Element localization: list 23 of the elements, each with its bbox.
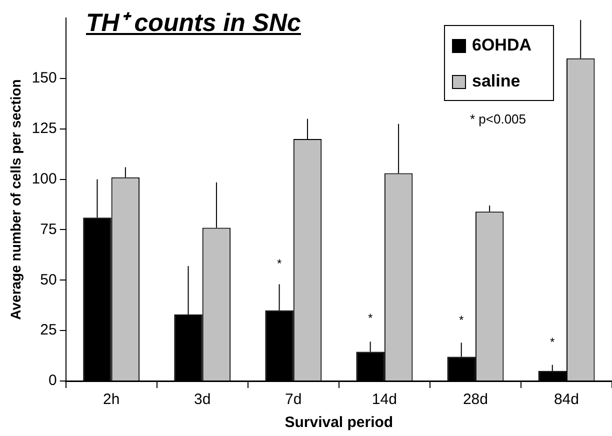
x-tick-label: 28d bbox=[462, 391, 488, 408]
y-tick-label: 125 bbox=[32, 120, 57, 138]
legend-label: 6OHDA bbox=[472, 36, 532, 55]
annotation: * bbox=[276, 256, 282, 270]
x-tick-label: 2h bbox=[103, 391, 120, 408]
y-tick-label: 50 bbox=[40, 271, 57, 288]
chart-title: TH⁺ counts in SNc bbox=[86, 8, 301, 38]
annotation: * bbox=[368, 310, 373, 325]
x-axis-title: Survival period bbox=[284, 414, 394, 432]
y-axis-title: Average number of cells per section bbox=[7, 79, 24, 320]
annotation: * bbox=[550, 334, 556, 349]
x-tick-label: 7d bbox=[285, 391, 302, 408]
y-tick-label: 75 bbox=[40, 220, 57, 238]
x-tick-label: 14d bbox=[372, 391, 397, 408]
legend-label: saline bbox=[472, 72, 520, 91]
x-tick-label: 3d bbox=[194, 391, 211, 408]
y-tick-label: 100 bbox=[32, 170, 57, 188]
x-tick-label: 84d bbox=[554, 391, 579, 408]
annotation: * p<0.005 bbox=[470, 112, 526, 127]
annotation: * bbox=[459, 312, 464, 327]
y-tick-label: 0 bbox=[48, 372, 57, 390]
y-tick-label: 150 bbox=[32, 70, 57, 87]
y-tick-label: 25 bbox=[40, 322, 57, 339]
